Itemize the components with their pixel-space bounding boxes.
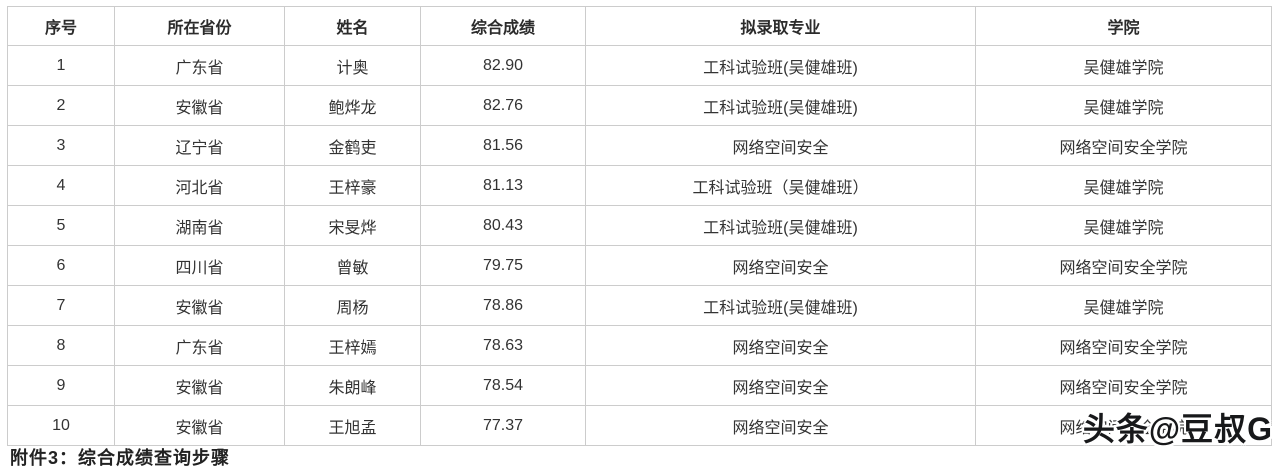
table-cell: 吴健雄学院	[975, 205, 1272, 246]
table-cell: 78.86	[420, 285, 586, 326]
table-cell: 网络空间安全学院	[975, 125, 1272, 166]
table-cell: 网络空间安全	[585, 125, 976, 166]
table-cell: 工科试验班(吴健雄班)	[585, 45, 976, 86]
table-cell: 网络空间安全	[585, 325, 976, 366]
table-cell: 金鹤吏	[284, 125, 421, 166]
table-cell: 四川省	[114, 245, 285, 286]
table-cell: 网络空间安全学院	[975, 365, 1272, 406]
table-cell: 网络空间安全学院	[975, 245, 1272, 286]
table-cell: 工科试验班(吴健雄班)	[585, 205, 976, 246]
admission-table: 序号 所在省份 姓名 综合成绩 拟录取专业 学院 1 广东省 计奥 82.90 工科试验班(吴健雄…	[7, 6, 1272, 446]
table-cell: 周杨	[284, 285, 421, 326]
column-header: 学院	[975, 6, 1272, 46]
table-row: 5 湖南省 宋旻烨 80.43 工科试验班(吴健雄班) 吴健雄学院	[7, 205, 1272, 246]
table-cell: 80.43	[420, 205, 586, 246]
table-cell: 网络空间安全	[585, 405, 976, 446]
table-row: 4 河北省 王梓豪 81.13 工科试验班（吴健雄班） 吴健雄学院	[7, 165, 1272, 206]
table-cell: 吴健雄学院	[975, 85, 1272, 126]
table-cell: 朱朗峰	[284, 365, 421, 406]
table-body: 1 广东省 计奥 82.90 工科试验班(吴健雄班) 吴健雄学院 2 安徽省 鲍烨龙 82.76 工…	[7, 45, 1272, 446]
table-cell: 宋旻烨	[284, 205, 421, 246]
table-cell: 王旭孟	[284, 405, 421, 446]
table-cell: 吴健雄学院	[975, 165, 1272, 206]
table-cell: 网络空间安全学院	[975, 405, 1272, 446]
column-header: 所在省份	[114, 6, 285, 46]
table-row: 7 安徽省 周杨 78.86 工科试验班(吴健雄班) 吴健雄学院	[7, 285, 1272, 326]
table-cell: 网络空间安全	[585, 365, 976, 406]
table-cell: 7	[7, 285, 115, 326]
table-cell: 9	[7, 365, 115, 406]
header-row: 序号 所在省份 姓名 综合成绩 拟录取专业 学院	[7, 6, 1272, 46]
table-cell: 计奥	[284, 45, 421, 86]
table-cell: 82.76	[420, 85, 586, 126]
table-cell: 8	[7, 325, 115, 366]
table-cell: 安徽省	[114, 405, 285, 446]
table-cell: 1	[7, 45, 115, 86]
table-cell: 10	[7, 405, 115, 446]
table-cell: 82.90	[420, 45, 586, 86]
table-cell: 湖南省	[114, 205, 285, 246]
table-cell: 网络空间安全	[585, 245, 976, 286]
table-cell: 6	[7, 245, 115, 286]
attachment-note: 附件3：综合成绩查询步骤	[10, 448, 231, 468]
table-cell: 曾敏	[284, 245, 421, 286]
table-cell: 广东省	[114, 45, 285, 86]
table-cell: 吴健雄学院	[975, 285, 1272, 326]
table-cell: 网络空间安全学院	[975, 325, 1272, 366]
table-cell: 78.63	[420, 325, 586, 366]
table-cell: 鲍烨龙	[284, 85, 421, 126]
table-cell: 安徽省	[114, 365, 285, 406]
table-cell: 79.75	[420, 245, 586, 286]
table-cell: 78.54	[420, 365, 586, 406]
admission-table-container: 序号 所在省份 姓名 综合成绩 拟录取专业 学院 1 广东省 计奥 82.90 工科试验班(吴健雄…	[7, 6, 1272, 446]
table-cell: 安徽省	[114, 85, 285, 126]
table-cell: 安徽省	[114, 285, 285, 326]
table-row: 9 安徽省 朱朗峰 78.54 网络空间安全 网络空间安全学院	[7, 365, 1272, 406]
watermark-toutiao: 头条@豆叔G	[1082, 411, 1273, 447]
page: { "table": { "column_widths_px": [107, 1…	[7, 6, 1273, 468]
table-row: 10 安徽省 王旭孟 77.37 网络空间安全 网络空间安全学院	[7, 405, 1272, 446]
table-cell: 工科试验班（吴健雄班）	[585, 165, 976, 206]
table-cell: 吴健雄学院	[975, 45, 1272, 86]
table-cell: 2	[7, 85, 115, 126]
column-header: 姓名	[284, 6, 421, 46]
column-header: 综合成绩	[420, 6, 586, 46]
table-cell: 工科试验班(吴健雄班)	[585, 85, 976, 126]
table-row: 8 广东省 王梓嫣 78.63 网络空间安全 网络空间安全学院	[7, 325, 1272, 366]
table-cell: 王梓豪	[284, 165, 421, 206]
table-cell: 77.37	[420, 405, 586, 446]
table-cell: 81.56	[420, 125, 586, 166]
table-cell: 3	[7, 125, 115, 166]
table-cell: 4	[7, 165, 115, 206]
column-header: 序号	[7, 6, 115, 46]
table-cell: 王梓嫣	[284, 325, 421, 366]
table-row: 2 安徽省 鲍烨龙 82.76 工科试验班(吴健雄班) 吴健雄学院	[7, 85, 1272, 126]
table-cell: 工科试验班(吴健雄班)	[585, 285, 976, 326]
table-row: 6 四川省 曾敏 79.75 网络空间安全 网络空间安全学院	[7, 245, 1272, 286]
table-row: 3 辽宁省 金鹤吏 81.56 网络空间安全 网络空间安全学院	[7, 125, 1272, 166]
table-cell: 广东省	[114, 325, 285, 366]
table-row: 1 广东省 计奥 82.90 工科试验班(吴健雄班) 吴健雄学院	[7, 45, 1272, 86]
table-cell: 辽宁省	[114, 125, 285, 166]
table-cell: 河北省	[114, 165, 285, 206]
table-cell: 5	[7, 205, 115, 246]
column-header: 拟录取专业	[585, 6, 976, 46]
table-cell: 81.13	[420, 165, 586, 206]
